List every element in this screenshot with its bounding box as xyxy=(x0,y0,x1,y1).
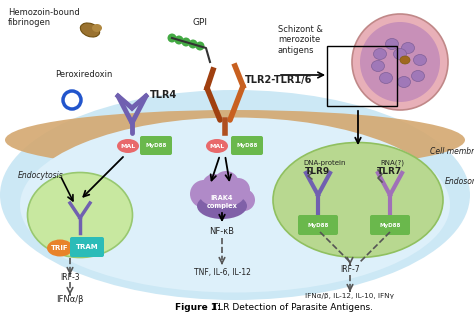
Text: MyD88: MyD88 xyxy=(237,143,258,149)
Ellipse shape xyxy=(206,139,228,153)
Ellipse shape xyxy=(197,193,247,219)
Text: Peroxiredoxin: Peroxiredoxin xyxy=(55,70,112,79)
Text: MAL: MAL xyxy=(210,143,225,149)
Text: TLR7: TLR7 xyxy=(377,167,402,176)
Circle shape xyxy=(182,37,191,46)
Ellipse shape xyxy=(47,240,73,257)
Text: Figure 1:: Figure 1: xyxy=(175,304,221,312)
Circle shape xyxy=(360,22,440,102)
Text: IFNα/β: IFNα/β xyxy=(56,295,84,304)
Ellipse shape xyxy=(393,48,407,59)
Ellipse shape xyxy=(0,90,470,300)
Ellipse shape xyxy=(380,73,392,84)
FancyBboxPatch shape xyxy=(140,136,172,155)
Ellipse shape xyxy=(413,55,427,66)
Text: Cell membrane: Cell membrane xyxy=(430,148,474,156)
Circle shape xyxy=(167,34,176,42)
Ellipse shape xyxy=(401,42,414,53)
Text: MAL: MAL xyxy=(120,143,136,149)
Ellipse shape xyxy=(411,71,425,82)
Text: TLR2-TLR1/6: TLR2-TLR1/6 xyxy=(245,75,312,85)
Text: Hemozoin-bound
fibrinogen: Hemozoin-bound fibrinogen xyxy=(8,8,80,27)
Circle shape xyxy=(226,178,250,202)
Ellipse shape xyxy=(81,23,100,37)
Text: IRAK4
complex: IRAK4 complex xyxy=(207,195,237,209)
Text: IFNα/β, IL-12, IL-10, IFNγ: IFNα/β, IL-12, IL-10, IFNγ xyxy=(306,293,394,299)
Text: DNA-protein: DNA-protein xyxy=(304,160,346,166)
Text: MyD88: MyD88 xyxy=(307,223,328,228)
Circle shape xyxy=(190,180,218,208)
Text: Schizont &
merozoite
antigens: Schizont & merozoite antigens xyxy=(278,25,323,55)
Ellipse shape xyxy=(92,24,102,32)
Text: TNF, IL-6, IL-12: TNF, IL-6, IL-12 xyxy=(193,268,250,277)
Text: NF-κB: NF-κB xyxy=(210,228,235,236)
Ellipse shape xyxy=(398,77,410,88)
Ellipse shape xyxy=(5,110,465,170)
Circle shape xyxy=(174,35,183,45)
Ellipse shape xyxy=(273,143,443,257)
Ellipse shape xyxy=(372,61,384,72)
Circle shape xyxy=(233,189,255,211)
Ellipse shape xyxy=(400,56,410,64)
Text: IRF-3: IRF-3 xyxy=(60,273,80,281)
FancyBboxPatch shape xyxy=(70,237,104,257)
FancyBboxPatch shape xyxy=(231,136,263,155)
Circle shape xyxy=(352,14,448,110)
Text: MyD88: MyD88 xyxy=(146,143,167,149)
Text: TRAM: TRAM xyxy=(76,244,98,250)
Circle shape xyxy=(195,41,204,51)
Ellipse shape xyxy=(27,172,133,257)
Text: Endocytosis: Endocytosis xyxy=(18,171,64,180)
Ellipse shape xyxy=(385,39,399,50)
Circle shape xyxy=(213,171,239,197)
Text: Endosome: Endosome xyxy=(445,177,474,187)
Circle shape xyxy=(202,174,226,198)
Text: TLR4: TLR4 xyxy=(150,90,177,100)
Circle shape xyxy=(189,40,198,48)
Text: GPI: GPI xyxy=(192,18,208,27)
Text: TRIF: TRIF xyxy=(51,245,69,251)
Text: IRF-7: IRF-7 xyxy=(340,266,360,274)
Text: TLR Detection of Parasite Antigens.: TLR Detection of Parasite Antigens. xyxy=(210,304,373,312)
FancyBboxPatch shape xyxy=(298,215,338,235)
Ellipse shape xyxy=(20,117,450,293)
Text: RNA(?): RNA(?) xyxy=(380,160,404,166)
Text: MyD88: MyD88 xyxy=(379,223,401,228)
Text: TLR9: TLR9 xyxy=(305,167,331,176)
FancyBboxPatch shape xyxy=(370,215,410,235)
Ellipse shape xyxy=(117,139,139,153)
Ellipse shape xyxy=(200,185,244,207)
Ellipse shape xyxy=(374,48,386,59)
